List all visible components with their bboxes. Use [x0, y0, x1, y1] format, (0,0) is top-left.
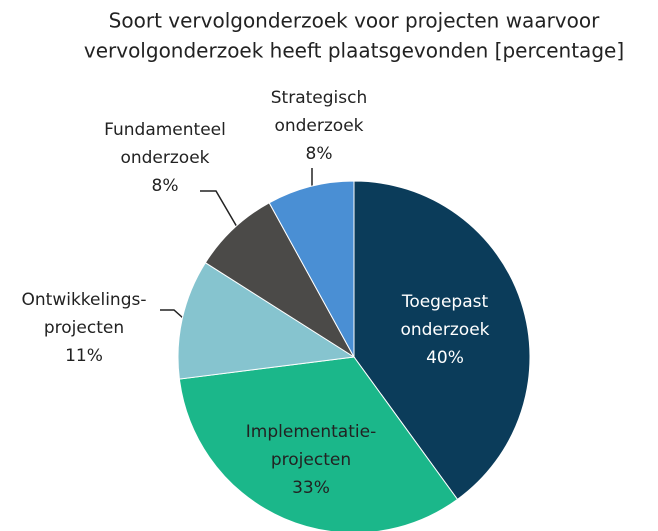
- chart-title: vervolgonderzoek heeft plaatsgevonden [p…: [84, 39, 624, 63]
- pie-slice: [178, 356, 459, 531]
- pie-slice: [353, 180, 531, 501]
- slice-label: Implementatie-: [246, 422, 376, 442]
- pie-slice: [177, 262, 356, 380]
- slice-label: onderzoek: [120, 148, 209, 168]
- pie-slice: [204, 202, 355, 358]
- value-label: 33%: [292, 478, 330, 498]
- leader-line: [200, 190, 238, 228]
- slice-label: Fundamenteel: [104, 120, 226, 140]
- slice-label: onderzoek: [274, 116, 363, 136]
- chart-title: Soort vervolgonderzoek voor projecten wa…: [109, 9, 600, 33]
- value-label: 11%: [65, 346, 103, 366]
- leader-line: [160, 309, 184, 319]
- slice-label: projecten: [44, 318, 124, 338]
- pie-slice: [268, 180, 355, 358]
- value-label: 8%: [152, 176, 179, 196]
- slice-label: onderzoek: [400, 320, 489, 340]
- slice-label: Toegepast: [401, 292, 489, 312]
- slice-label: projecten: [271, 450, 351, 470]
- slice-label: Strategisch: [271, 88, 367, 108]
- value-label: 40%: [426, 348, 464, 368]
- slice-label: Ontwikkelings-: [22, 290, 147, 310]
- value-label: 8%: [306, 144, 333, 164]
